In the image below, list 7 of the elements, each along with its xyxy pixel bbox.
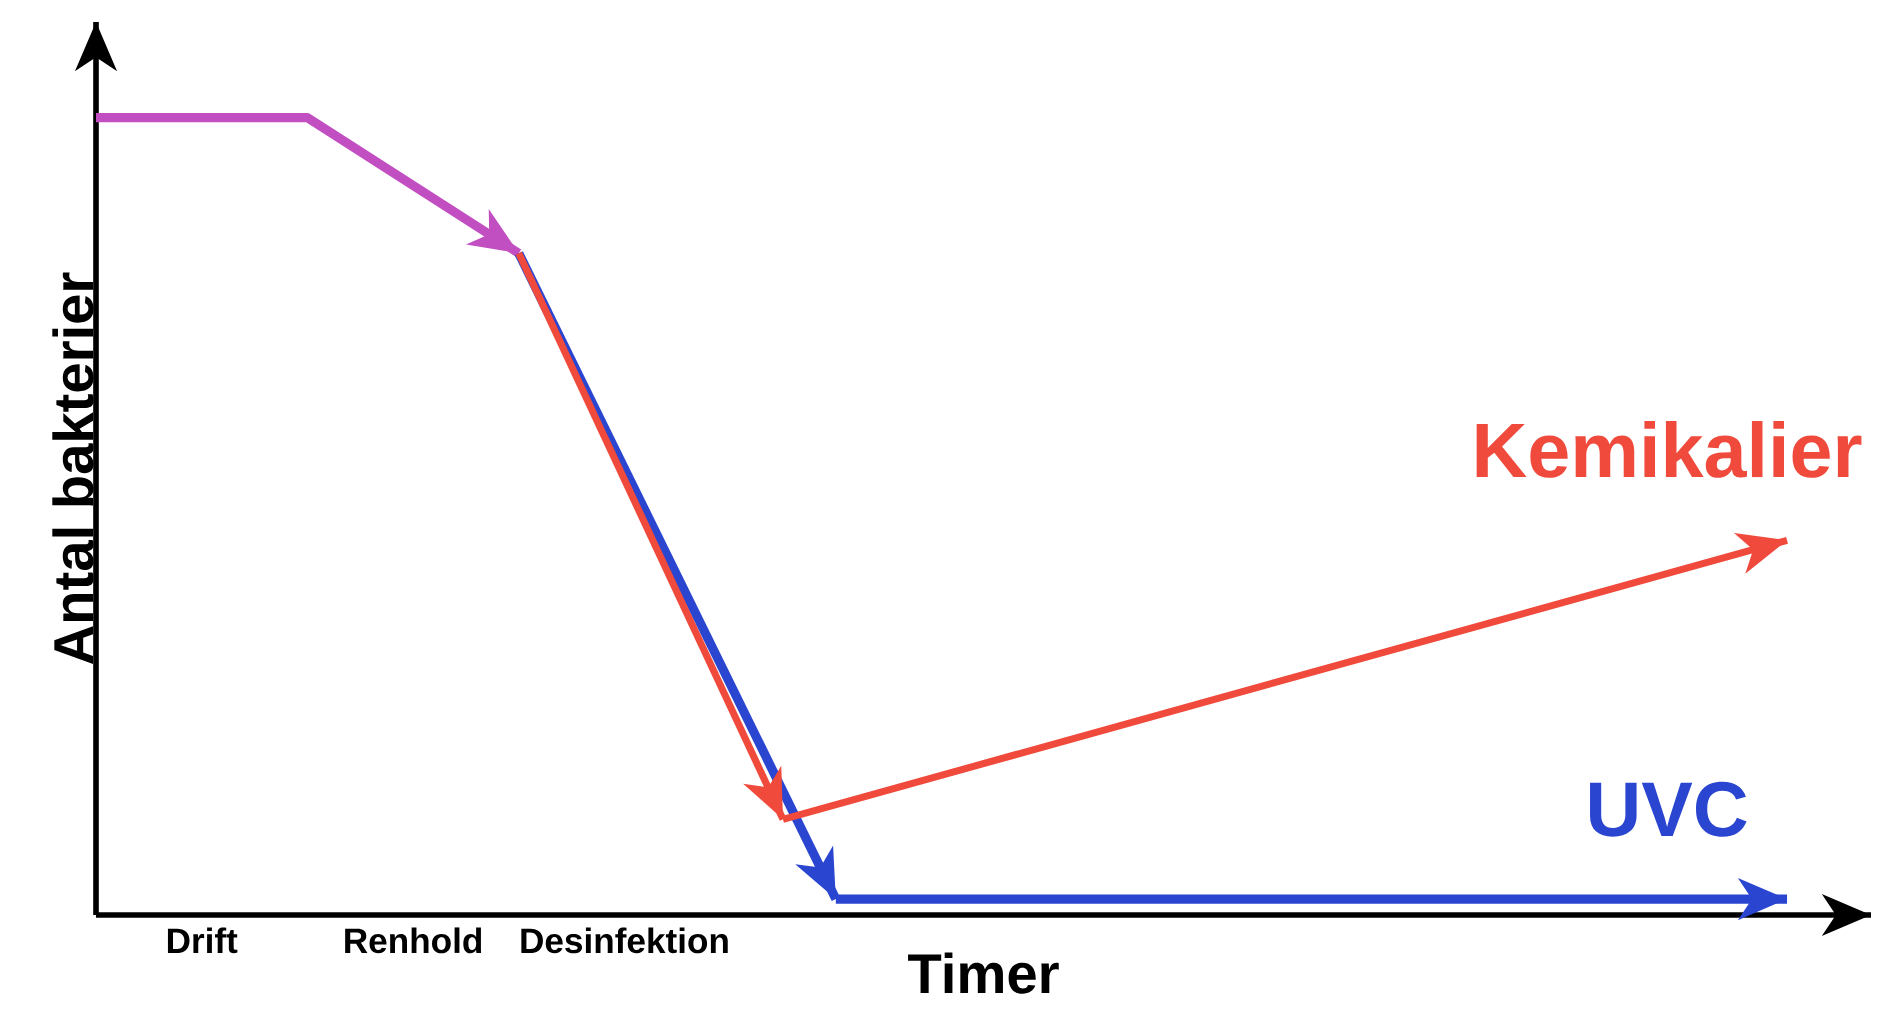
x-tick-label: Renhold [345, 927, 482, 954]
series-label: UVC [1590, 781, 1747, 837]
series-label: Kemikalier [1476, 421, 1862, 478]
x-tick-label: Drift [167, 927, 238, 954]
y-axis-title: Antal bakterier [52, 272, 94, 665]
x-tick-label: Desinfektion [521, 927, 728, 954]
x-axis-title: Timer [908, 952, 1059, 994]
